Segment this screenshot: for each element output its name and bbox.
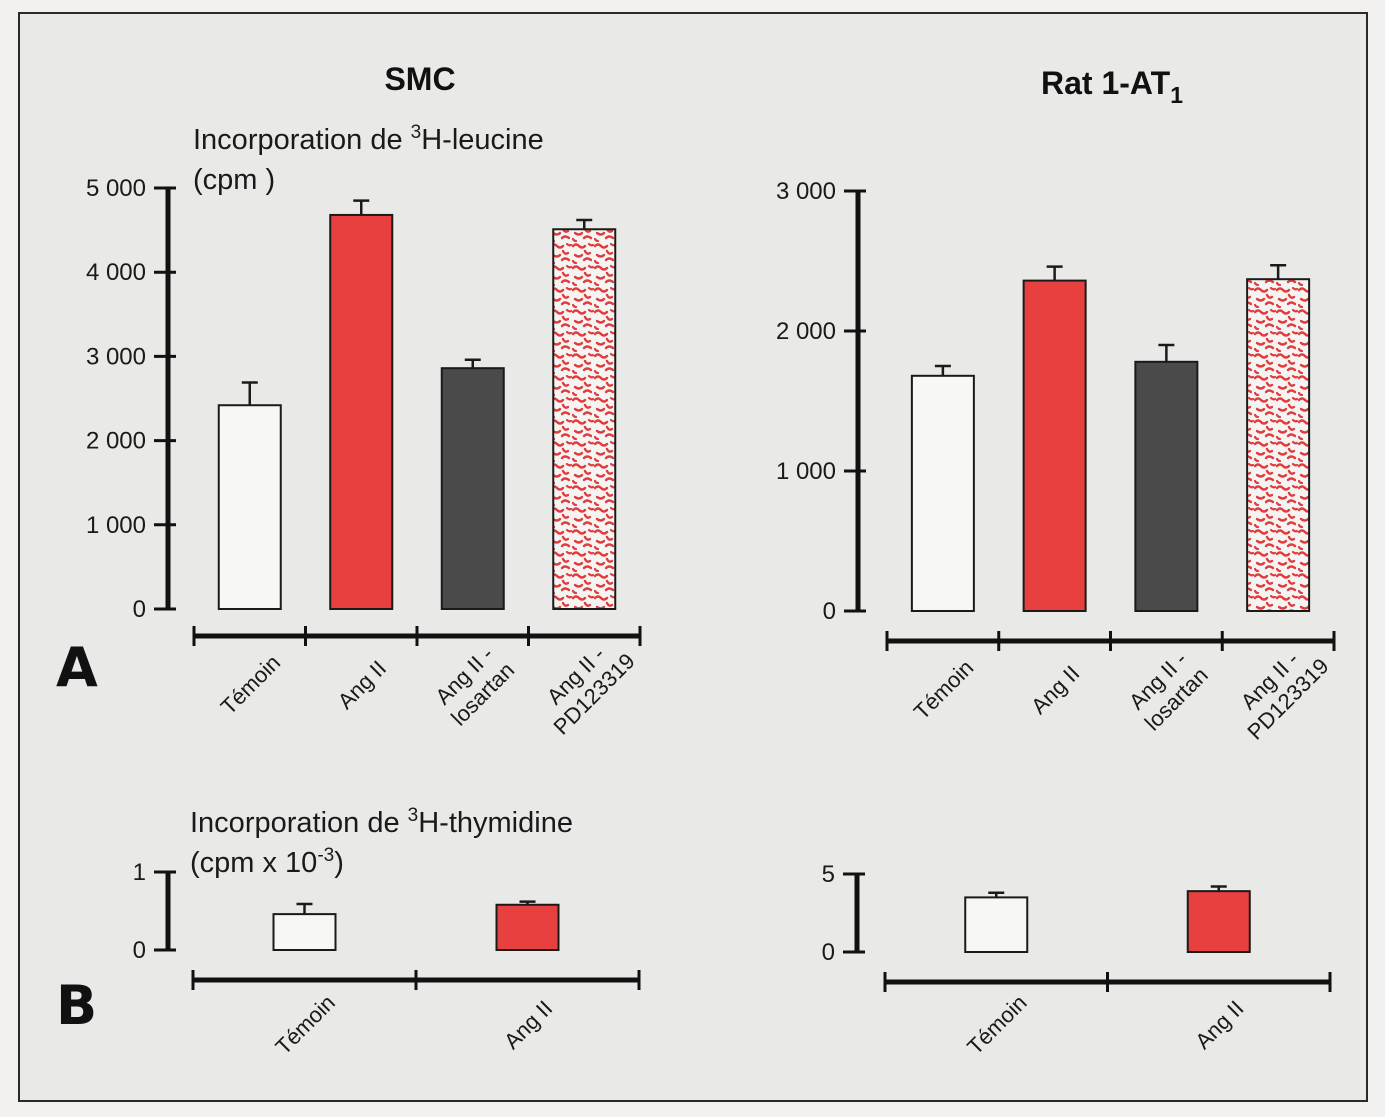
smc_leucine-bar <box>552 228 617 610</box>
smc_leucine-category-label-line: Ang II <box>333 656 391 714</box>
rat_leucine-y-tick-label: 2 000 <box>776 318 836 345</box>
smc-thymidine-unit: (cpm x 10-3) <box>190 845 344 879</box>
smc_leucine-y-tick-label: 5 000 <box>86 175 146 202</box>
rat_thymidine-category-label: Ang II <box>1190 996 1248 1054</box>
smc_thymidine-chart: 0 1 Témoin Ang II <box>133 859 641 1060</box>
smc-leucine-ylabel-suffix: H-leucine <box>421 124 544 156</box>
smc_thymidine-category-label-line: Témoin <box>270 990 340 1060</box>
rat_leucine-category-label-line: Ang II <box>1026 661 1084 719</box>
smc_thymidine-category-label: Témoin <box>270 990 340 1060</box>
smc-leucine-ylabel-prefix: Incorporation de <box>193 124 411 156</box>
rat_thymidine-bar <box>1186 890 1251 953</box>
smc_leucine-category-label: Ang II -losartan <box>428 639 519 730</box>
rat_leucine-bar <box>1134 360 1199 612</box>
rat_leucine-category-label: Témoin <box>909 655 979 725</box>
smc-thymidine-ylabel-sup: 3 <box>408 805 419 826</box>
rat_thymidine-y-tick-label: 5 <box>822 861 835 888</box>
smc-thymidine-unit-suffix: ) <box>334 847 344 879</box>
rat_leucine-bar <box>910 374 975 612</box>
panel-label-b: B <box>56 974 97 1037</box>
rat_thymidine-category-label-line: Ang II <box>1190 996 1248 1054</box>
rat_leucine-y-tick-label: 3 000 <box>776 178 836 205</box>
rat-title-main: Rat 1-AT <box>1041 65 1171 101</box>
smc-thymidine-ylabel: Incorporation de 3H-thymidine <box>190 805 573 839</box>
smc_leucine-bar <box>217 404 282 610</box>
smc-thymidine-ylabel-suffix: H-thymidine <box>418 807 573 839</box>
smc_leucine-category-label-line: Témoin <box>216 650 286 720</box>
rat_leucine-y-tick-label: 1 000 <box>776 458 836 485</box>
rat-title: Rat 1-AT1 <box>1041 65 1183 108</box>
rat_thymidine-bar <box>964 896 1029 954</box>
smc_leucine-y-tick-label: 0 <box>133 596 146 623</box>
smc_leucine-category-label: Ang II -PD123319 <box>530 630 640 740</box>
smc_thymidine-y-tick-label: 0 <box>133 937 146 964</box>
rat_leucine-category-label-line: Témoin <box>909 655 979 725</box>
smc_leucine-y-tick-label: 1 000 <box>86 512 146 539</box>
smc_leucine-chart: 0 1 000 2 000 3 000 4 000 5 000 Témoin Ang II An… <box>86 175 642 740</box>
rat_leucine-category-label: Ang II -PD123319 <box>1224 635 1334 745</box>
panel-label-a: A <box>56 636 98 699</box>
smc_thymidine-bar <box>272 913 337 951</box>
rat_thymidine-category-label-line: Témoin <box>962 990 1032 1060</box>
smc_leucine-bar <box>329 213 394 610</box>
rat_leucine-chart: 0 1 000 2 000 3 000 Témoin Ang II Ang II -losa… <box>776 178 1336 745</box>
smc_thymidine-category-label: Ang II <box>499 996 557 1054</box>
rat-title-subscript: 1 <box>1170 82 1183 108</box>
smc-leucine-unit: (cpm ) <box>193 164 275 196</box>
smc-thymidine-ylabel-prefix: Incorporation de <box>190 807 408 839</box>
smc_thymidine-bar <box>495 903 560 952</box>
rat_leucine-bar <box>1022 279 1087 612</box>
smc-thymidine-unit-prefix: (cpm x 10 <box>190 847 317 879</box>
smc_leucine-bar <box>440 367 505 610</box>
smc-thymidine-unit-sup: -3 <box>317 845 334 866</box>
rat_leucine-bar <box>1246 278 1311 612</box>
smc_thymidine-category-label-line: Ang II <box>499 996 557 1054</box>
smc-leucine-ylabel: Incorporation de 3H-leucine <box>193 122 544 156</box>
rat_thymidine-y-tick-label: 0 <box>822 939 835 966</box>
rat_leucine-category-label: Ang II -losartan <box>1121 644 1212 735</box>
smc_leucine-category-label: Témoin <box>216 650 286 720</box>
smc_leucine-category-label: Ang II <box>333 656 391 714</box>
smc_leucine-y-tick-label: 4 000 <box>86 259 146 286</box>
rat_thymidine-category-label: Témoin <box>962 990 1032 1060</box>
rat_leucine-category-label: Ang II <box>1026 661 1084 719</box>
smc-leucine-ylabel-sup: 3 <box>411 122 422 143</box>
smc_thymidine-y-tick-label: 1 <box>133 859 146 886</box>
rat_thymidine-chart: 0 5 Témoin Ang II <box>822 861 1332 1060</box>
smc-title: SMC <box>384 61 455 97</box>
smc_leucine-y-tick-label: 3 000 <box>86 343 146 370</box>
rat_leucine-y-tick-label: 0 <box>823 598 836 625</box>
smc_leucine-y-tick-label: 2 000 <box>86 428 146 455</box>
